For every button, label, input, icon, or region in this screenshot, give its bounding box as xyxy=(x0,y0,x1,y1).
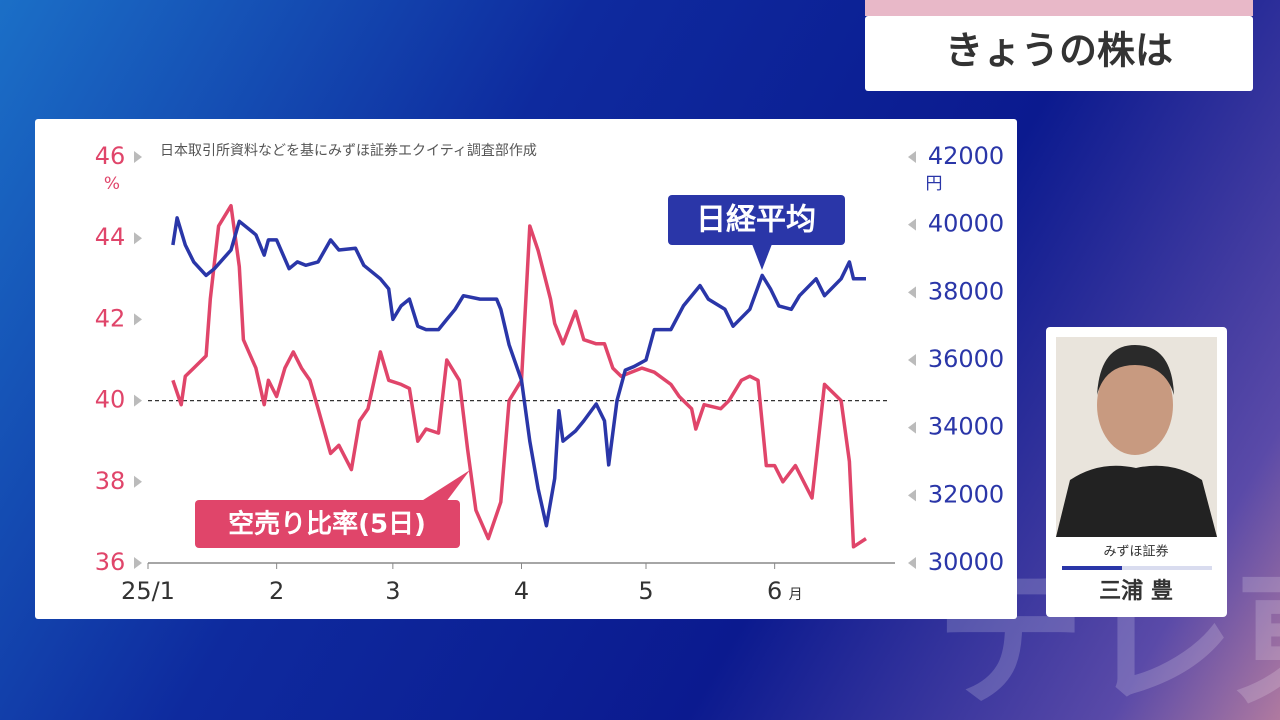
y2-unit: 円 xyxy=(926,174,943,194)
y2-tick-mark xyxy=(908,421,916,434)
photo-face xyxy=(1097,355,1173,455)
y-tick-mark xyxy=(134,232,142,245)
y-tick-label: 36 xyxy=(95,548,126,576)
x-tick-label: 6 xyxy=(767,577,782,605)
legend-label: 日経平均 xyxy=(696,203,816,238)
callout-box xyxy=(195,500,460,548)
callout-box xyxy=(668,195,845,245)
guest-company: みずほ証券 xyxy=(1103,544,1168,560)
y2-tick-label: 30000 xyxy=(928,548,1004,576)
y2-tick-mark xyxy=(908,286,916,299)
y-tick-label: 44 xyxy=(95,223,126,251)
chart-panel xyxy=(35,119,1017,619)
y-tick-mark xyxy=(134,475,142,488)
guest-name: 三浦 豊 xyxy=(1099,578,1173,604)
source-note: 日本取引所資料などを基にみずほ証券エクイティ調査部作成 xyxy=(160,142,537,159)
x-tick-label: 5 xyxy=(638,577,653,605)
y2-tick-label: 38000 xyxy=(928,277,1004,305)
y-tick-label: 40 xyxy=(95,386,126,414)
y2-tick-mark xyxy=(908,151,916,163)
header-title: きょうの株は xyxy=(945,29,1173,73)
y-unit: % xyxy=(104,174,120,194)
guest-rule xyxy=(1062,566,1122,570)
y2-tick-mark xyxy=(908,218,916,231)
x-unit: 月 xyxy=(789,587,803,603)
y2-tick-label: 34000 xyxy=(928,413,1004,441)
y2-tick-mark xyxy=(908,354,916,366)
y-tick-label: 46 xyxy=(95,142,126,170)
header-bar xyxy=(865,0,1253,16)
photo-suit xyxy=(1056,465,1217,537)
x-tick-label: 3 xyxy=(385,577,400,605)
y-tick-mark xyxy=(134,313,142,326)
x-tick-label: 2 xyxy=(269,577,284,605)
legend-label: 空売り比率(5日) xyxy=(228,509,426,540)
y-tick-label: 42 xyxy=(95,304,126,332)
header-box xyxy=(865,16,1253,91)
series-line xyxy=(171,216,866,528)
y2-tick-mark xyxy=(908,489,916,502)
y2-tick-label: 40000 xyxy=(928,210,1004,238)
y2-tick-mark xyxy=(908,557,916,569)
x-tick-label: 25/1 xyxy=(121,577,175,605)
photo-hair xyxy=(1097,345,1174,395)
y-tick-mark xyxy=(134,394,142,407)
y2-tick-label: 32000 xyxy=(928,480,1004,508)
guest-rule xyxy=(1122,566,1212,570)
y-tick-mark xyxy=(134,151,142,163)
series-line xyxy=(171,203,867,549)
x-tick-label: 4 xyxy=(514,577,529,605)
y2-tick-label: 42000 xyxy=(928,142,1004,170)
y-tick-label: 38 xyxy=(95,467,126,495)
y2-tick-label: 36000 xyxy=(928,345,1004,373)
callout-pointer xyxy=(752,244,772,270)
y-tick-mark xyxy=(134,557,142,569)
